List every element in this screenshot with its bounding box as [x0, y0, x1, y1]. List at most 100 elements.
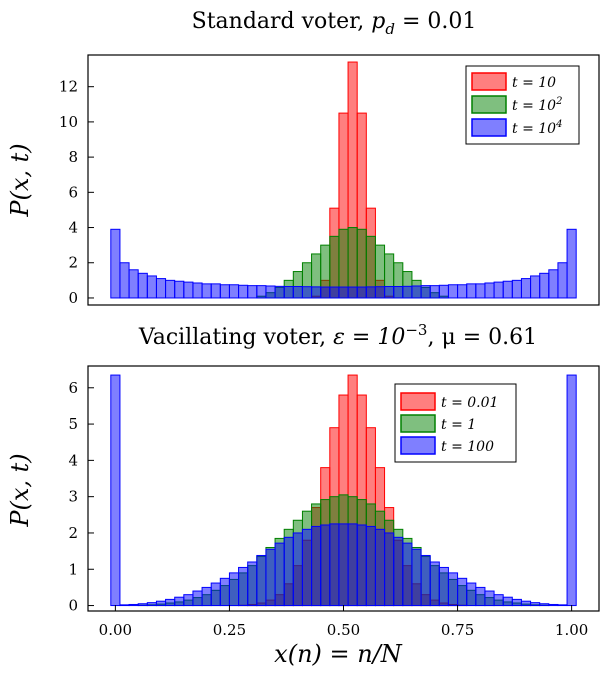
legend-swatch-t100b [400, 436, 436, 455]
ytick-label-p1-1: 2 [68, 254, 78, 272]
xtick-label-p2-4: 1.00 [555, 621, 588, 639]
bar-p2-s3-b49 [557, 604, 568, 607]
xtick-label-p2-3: 0.75 [441, 621, 474, 639]
bar-p1-s3-b5 [155, 278, 167, 299]
bar-p1-s3-b20 [292, 286, 303, 299]
bar-p2-s3-b39 [466, 582, 477, 607]
legend-label-t100: t = 102 [512, 96, 562, 114]
bar-p1-s3-b7 [174, 280, 185, 299]
bar-p2-s3-b31 [393, 536, 404, 607]
bar-p2-s3-b17 [265, 548, 276, 607]
bar-p1-s3-b21 [301, 286, 313, 299]
bar-p1-s3-b12 [219, 284, 230, 299]
bar-p2-s3-b11 [210, 582, 221, 607]
bar-p2-s3-b4 [146, 602, 157, 607]
bar-p2-s3-b19 [283, 536, 294, 607]
bar-p2-s3-b50 [566, 374, 577, 607]
bar-p1-s3-b13 [228, 284, 240, 299]
bar-p1-s3-b36 [438, 284, 449, 299]
legend-swatch-t0.01 [400, 392, 436, 411]
bar-p1-s3-b50 [566, 228, 577, 299]
bar-p1-s3-b24 [329, 286, 340, 299]
bar-p1-s3-b25 [338, 286, 349, 299]
bar-p2-s3-b26 [347, 523, 358, 607]
bar-p2-s3-b43 [502, 596, 513, 607]
bar-p2-s3-b29 [374, 528, 386, 607]
panel-1-bars [110, 61, 577, 299]
bar-p1-s3-b49 [557, 262, 568, 299]
bar-p1-s3-b30 [384, 286, 395, 299]
bar-p1-s3-b37 [447, 284, 459, 299]
panel-1-title: Standard voter, pd = 0.01 [192, 9, 477, 38]
bar-p1-s3-b8 [183, 281, 194, 299]
bar-p1-s3-b0 [110, 228, 121, 299]
ytick-label-p1-3: 6 [68, 183, 78, 201]
bar-p1-s3-b1 [119, 262, 130, 299]
bar-p1-s3-b42 [493, 281, 504, 299]
panel-1-legend: t = 10 t = 102 t = 104 [465, 65, 580, 145]
ytick-label-p2-2: 2 [68, 524, 78, 542]
legend-label-t0.01: t = 0.01 [441, 395, 498, 411]
bar-p2-s3-b10 [201, 586, 212, 607]
bar-p2-s3-b38 [457, 577, 468, 607]
legend-swatch-t10 [471, 72, 507, 91]
bar-p1-s3-b19 [283, 286, 294, 299]
panel-2-xlabel: x(n) = n/N [274, 640, 403, 668]
bar-p1-s3-b2 [128, 269, 139, 299]
bar-p2-s3-b45 [520, 600, 532, 607]
bar-p1-s3-b43 [502, 280, 513, 299]
bar-p2-s3-b27 [356, 524, 367, 607]
bar-p1-s3-b10 [201, 283, 212, 299]
xtick-label-p2-1: 0.25 [213, 621, 246, 639]
bar-p1-s3-b15 [247, 285, 258, 299]
ytick-label-p2-6: 6 [68, 379, 78, 397]
ytick-label-p1-5: 10 [59, 113, 78, 131]
bar-p2-s3-b21 [301, 528, 313, 607]
bar-p1-s3-b27 [356, 286, 367, 299]
ytick-label-p2-5: 5 [68, 415, 78, 433]
bar-p2-s3-b37 [447, 572, 459, 607]
bar-p2-s3-b33 [411, 548, 422, 607]
bar-p1-s3-b40 [475, 283, 486, 299]
bar-p1-s3-b22 [311, 286, 322, 299]
bar-p1-s3-b26 [347, 286, 358, 299]
bar-p1-s3-b41 [484, 282, 495, 299]
bar-p2-s3-b1 [119, 604, 130, 607]
bar-p1-s3-b38 [457, 284, 468, 299]
legend-swatch-t10000 [471, 118, 507, 137]
bar-p2-s3-b48 [548, 603, 559, 607]
bar-p1-s3-b14 [238, 284, 249, 299]
bar-p1-s3-b6 [165, 279, 176, 299]
bar-p2-s3-b28 [365, 525, 376, 607]
panel-2-legend: t = 0.01 t = 1 t = 100 [394, 383, 517, 463]
bar-p2-s3-b5 [155, 600, 167, 607]
bar-p1-s3-b18 [274, 285, 285, 299]
panel-2-yticks: 0 1 2 3 4 5 6 [68, 379, 94, 615]
bar-p2-s3-b6 [165, 598, 176, 607]
bar-p1-s3-b44 [511, 279, 522, 299]
ytick-label-p2-0: 0 [68, 597, 78, 615]
bar-p1-s3-b23 [320, 286, 331, 299]
bar-p1-s3-b17 [265, 285, 276, 299]
panel-vacillating-voter: Vacillating voter, ε = 10−3, μ = 0.61 P(… [6, 321, 600, 668]
bar-p2-s3-b40 [475, 586, 486, 607]
bar-p2-s3-b36 [438, 566, 449, 607]
legend-label-t10000: t = 104 [512, 119, 562, 137]
panel-1-frame [87, 54, 600, 306]
ytick-label-p2-1: 1 [68, 560, 78, 578]
bar-p2-s3-b0 [110, 374, 121, 607]
legend-label-t10: t = 10 [512, 75, 556, 91]
bar-p1-s3-b11 [210, 283, 221, 299]
legend-swatch-t100 [471, 95, 507, 114]
bar-p1-s3-b4 [146, 275, 157, 299]
bar-p2-s3-b16 [256, 554, 267, 607]
bar-p2-s3-b30 [384, 532, 395, 607]
bar-p1-s3-b45 [520, 278, 532, 299]
bar-p2-s3-b8 [183, 594, 194, 607]
bar-p2-s3-b46 [530, 602, 541, 607]
bar-p2-s3-b32 [402, 542, 413, 607]
bar-p2-s3-b18 [274, 542, 285, 607]
bar-p1-s3-b28 [365, 286, 376, 299]
bar-p2-s3-b13 [228, 572, 240, 607]
bar-p1-s3-b35 [429, 285, 440, 299]
